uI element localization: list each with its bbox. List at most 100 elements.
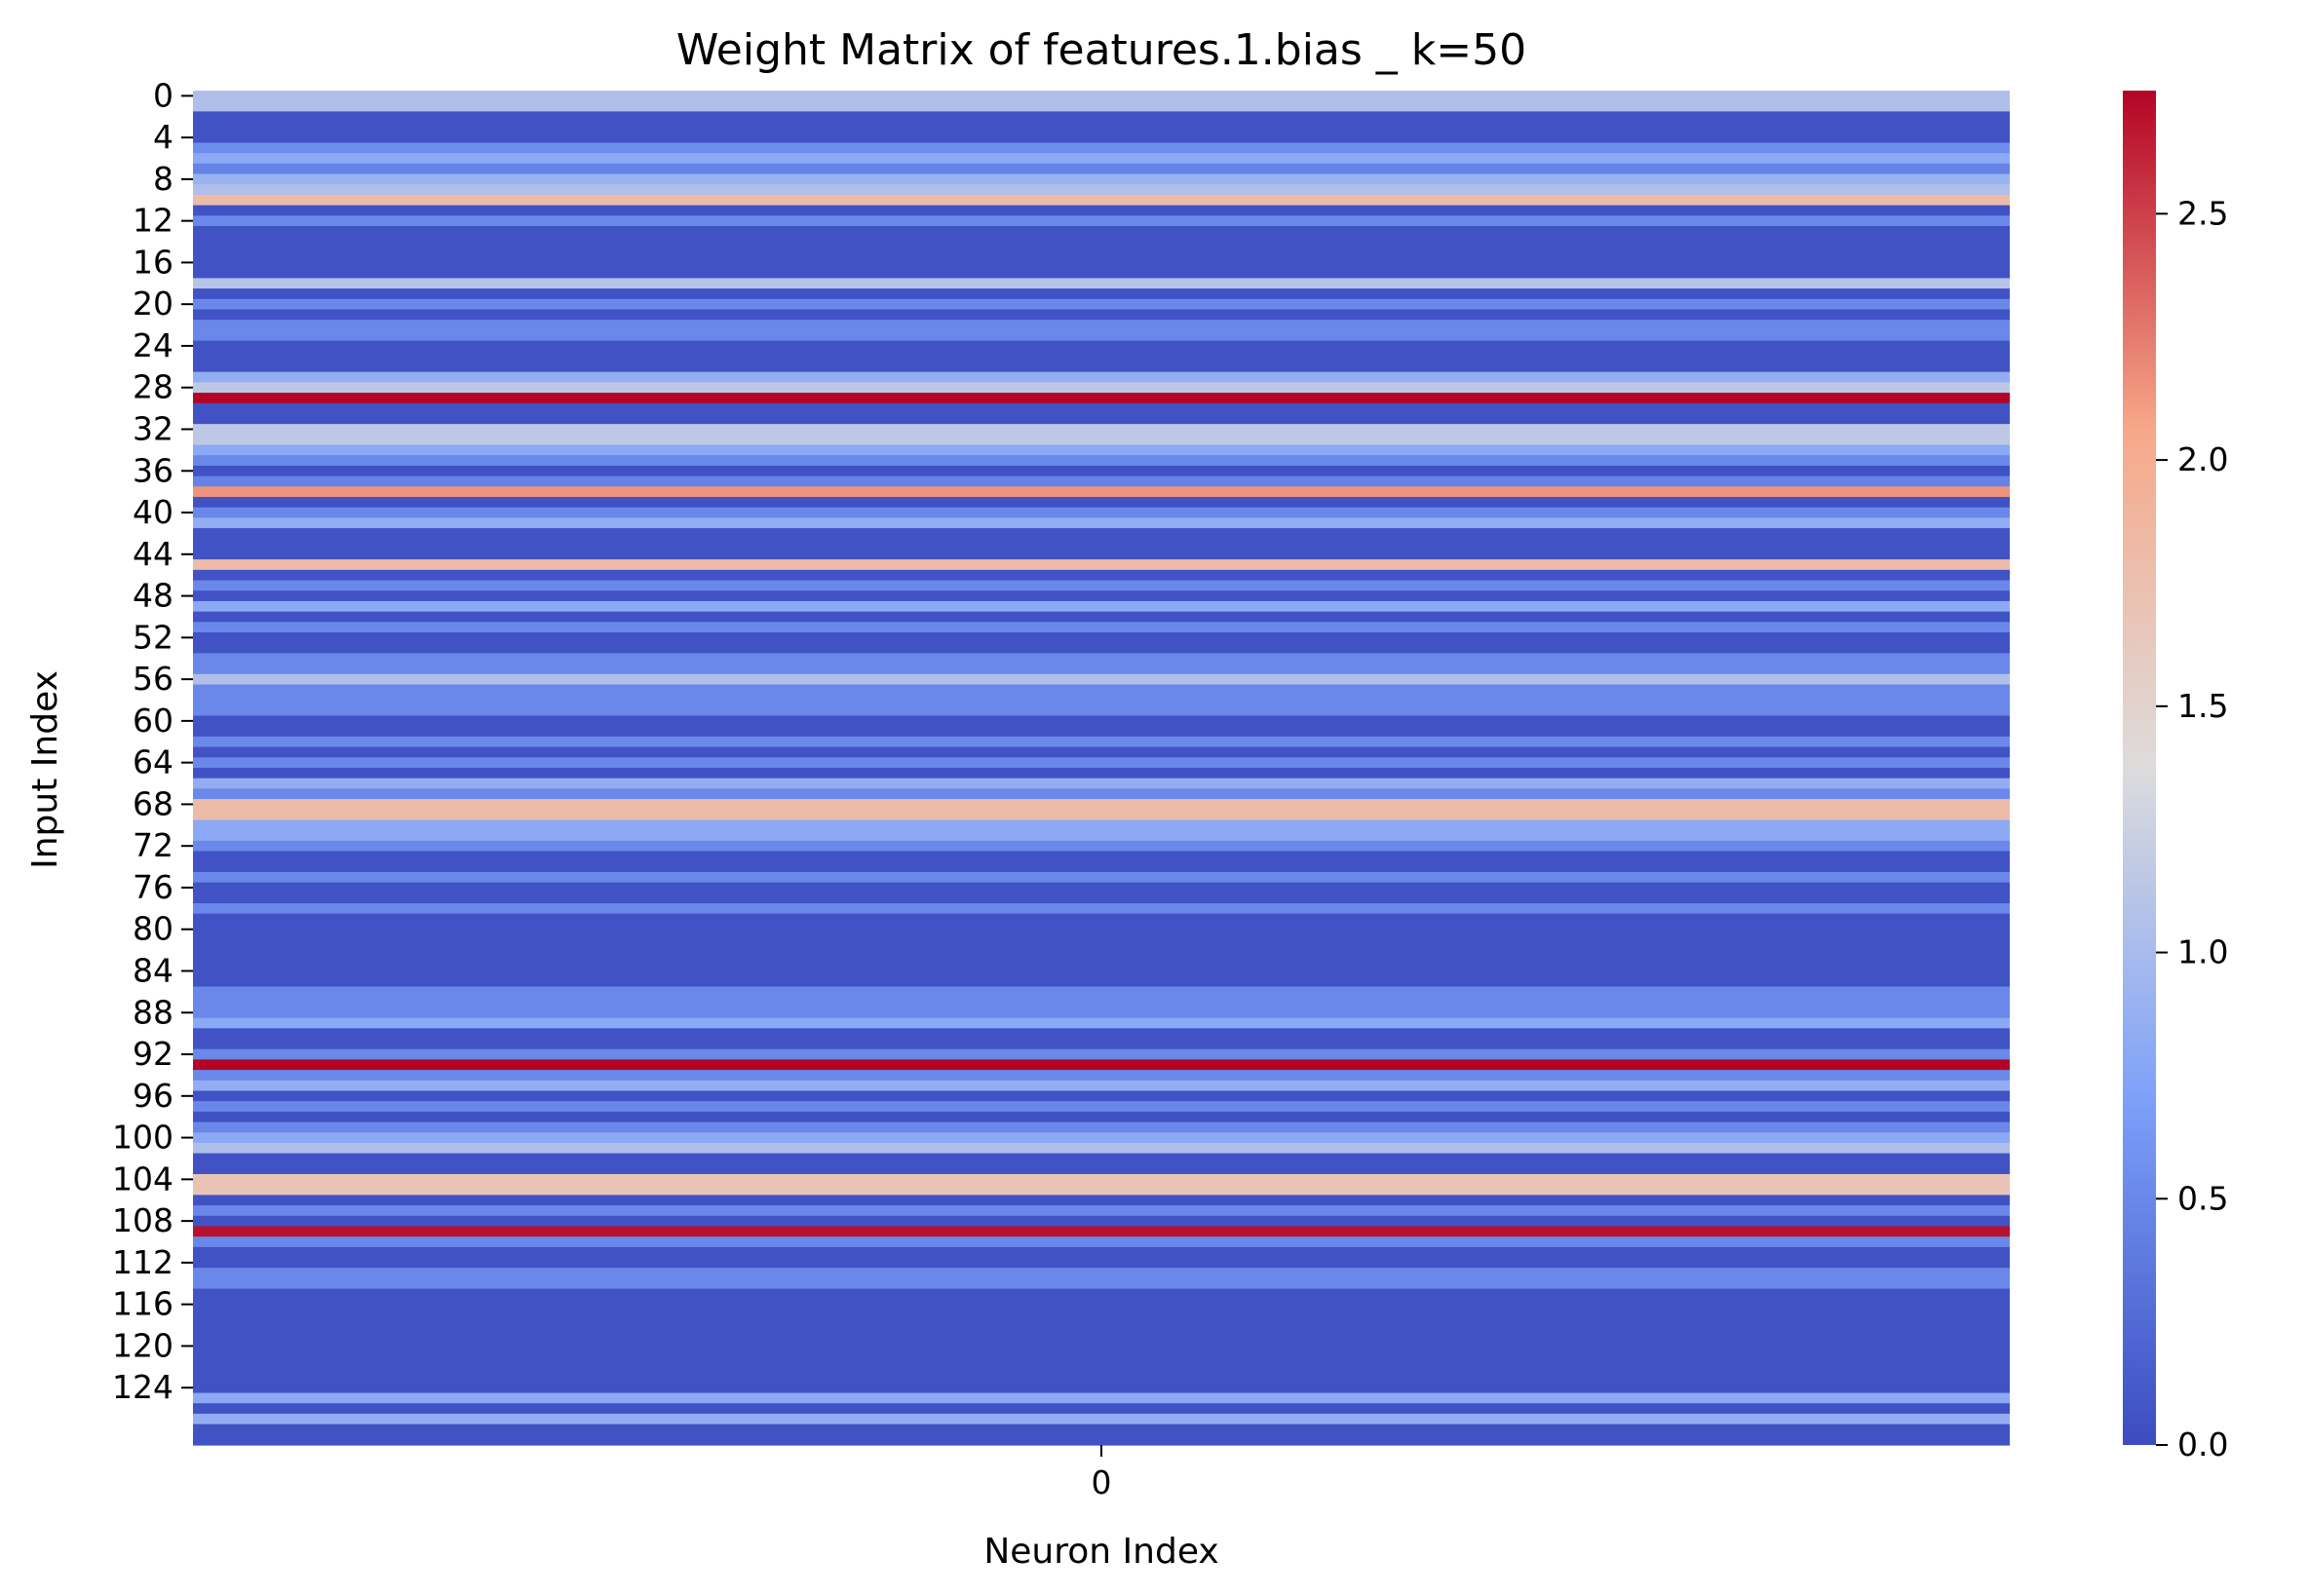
y-tick-label: 40 [133,493,173,531]
heatmap-cell [193,309,2010,321]
heatmap-cell [193,997,2010,1008]
heatmap-cell [193,361,2010,373]
y-tick-label: 36 [133,451,173,489]
heatmap-cell [193,559,2010,571]
heatmap-cell [193,1246,2010,1259]
heatmap-cell [193,861,2010,873]
heatmap-cell [193,507,2010,518]
heatmap-cell [193,1236,2010,1248]
heatmap-cell [193,1392,2010,1404]
heatmap-cell [193,1184,2010,1196]
x-tick-label: 0 [1092,1463,1112,1501]
heatmap-cell [193,913,2010,925]
heatmap-cell [193,799,2010,811]
heatmap-cell [193,1205,2010,1217]
y-tick-label: 48 [133,577,173,615]
heatmap-cell [193,1361,2010,1373]
heatmap-cell [193,455,2010,467]
heatmap-cell [193,622,2010,633]
heatmap-cell [193,664,2010,675]
heatmap-cell [193,111,2010,123]
colorbar [2123,91,2156,1445]
heatmap-cell [193,673,2010,686]
heatmap-cell [193,1288,2010,1300]
heatmap-cell [193,1163,2010,1175]
heatmap-cell [193,465,2010,477]
y-axis-ticks: 0481216202428323640444852566064687276808… [112,76,193,1406]
heatmap-cell [193,1028,2010,1040]
heatmap-cell [193,1007,2010,1019]
heatmap-cell [193,486,2010,498]
heatmap-cell [193,1080,2010,1092]
heatmap-cell [193,788,2010,800]
heatmap-cell [193,1413,2010,1425]
heatmap-cell [193,424,2010,436]
heatmap-cell [193,590,2010,602]
heatmap-cell [193,1257,2010,1269]
heatmap-cell [193,1330,2010,1342]
heatmap-cell [193,413,2010,425]
y-tick-label: 16 [133,243,173,281]
heatmap-cell [193,184,2010,196]
heatmap-cell [193,768,2010,779]
heatmap-cell [193,975,2010,988]
heatmap-cell [193,653,2010,665]
heatmap-cell [193,684,2010,696]
heatmap-cell [193,340,2010,352]
heatmap-cell [193,966,2010,977]
heatmap-cell [193,1226,2010,1237]
chart-title: Weight Matrix of features.1.bias _ k=50 [676,25,1526,75]
y-tick-label: 88 [133,993,173,1031]
heatmap-cell [193,320,2010,331]
heatmap-cell [193,132,2010,144]
heatmap-cell [193,611,2010,623]
heatmap-cell [193,444,2010,456]
y-tick-label: 100 [112,1119,173,1157]
heatmap-cell [193,715,2010,727]
y-tick-label: 56 [133,660,173,698]
colorbar-ticks: 0.0 0.5 1.0 1.5 2.0 2.5 [2156,194,2228,1463]
y-tick-label: 32 [133,410,173,448]
heatmap-cell [193,91,2010,102]
y-tick-label: 92 [133,1035,173,1073]
y-tick-label: 44 [133,535,173,573]
heatmap-cell [193,809,2010,821]
heatmap-cell [193,351,2010,362]
heatmap-cell [193,903,2010,915]
heatmap-cell [193,382,2010,394]
y-tick-label: 0 [153,76,173,114]
colorbar-tick-label: 2.5 [2177,194,2228,232]
heatmap-cell [193,934,2010,946]
heatmap-cell [193,1341,2010,1352]
heatmap-cell [193,1174,2010,1186]
heatmap-cell [193,298,2010,311]
heatmap-cell [193,1153,2010,1164]
colorbar-tick-label: 1.5 [2177,687,2228,725]
y-tick-label: 76 [133,868,173,906]
heatmap-cell [193,757,2010,769]
heatmap-cell [193,1424,2010,1435]
heatmap-cell [193,1319,2010,1331]
heatmap-cell [193,538,2010,551]
heatmap-cell [193,1195,2010,1206]
heatmap-cell [193,1215,2010,1228]
heatmap-cell [193,1039,2010,1050]
heatmap-cell [193,434,2010,446]
heatmap-cell [193,163,2010,175]
heatmap-cell [193,153,2010,165]
heatmap-cell [193,497,2010,509]
heatmap-cell [193,569,2010,582]
colorbar-tick-label: 0.0 [2177,1425,2228,1463]
heatmap-cell [193,1070,2010,1082]
heatmap-cell [193,226,2010,238]
y-tick-label: 120 [112,1326,173,1364]
heatmap-cell [193,819,2010,831]
x-axis-label: Neuron Index [983,1532,1218,1572]
heatmap-cell [193,257,2010,269]
heatmap-cell [193,402,2010,415]
x-axis-ticks: 0 [1092,1445,1112,1501]
y-tick-label: 24 [133,326,173,364]
heatmap-cell [193,236,2010,247]
